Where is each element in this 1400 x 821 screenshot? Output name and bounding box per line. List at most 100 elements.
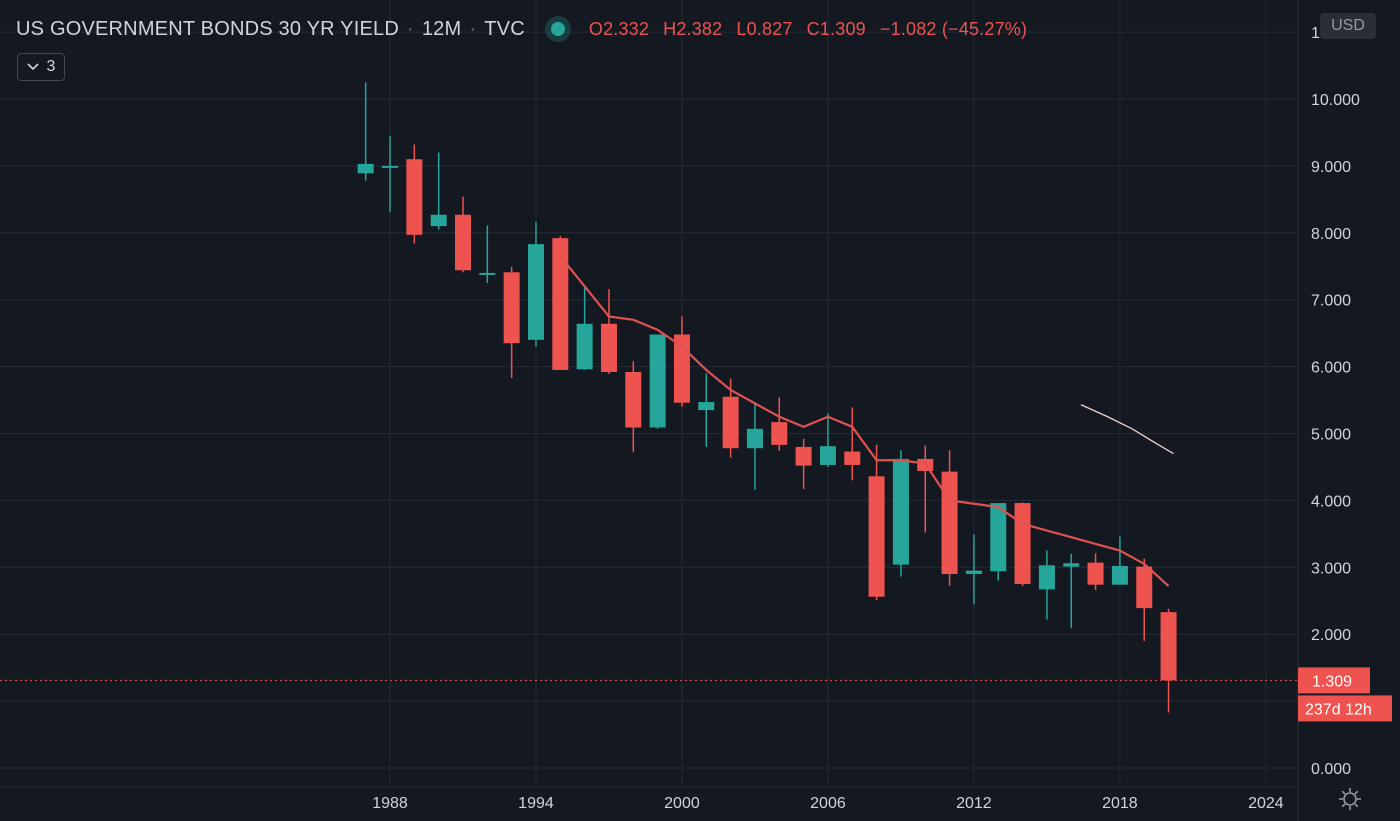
candle-body xyxy=(771,422,788,445)
open-value: 2.332 xyxy=(603,18,650,39)
symbol-title[interactable]: US GOVERNMENT BONDS 30 YR YIELD xyxy=(16,17,399,40)
candle-2005[interactable] xyxy=(795,438,812,490)
candle-2003[interactable] xyxy=(746,404,763,490)
price-markers: 1.309 237d 12h xyxy=(0,667,1392,722)
candle-body xyxy=(503,272,520,344)
y-tick-label: 6.000 xyxy=(1311,360,1351,377)
chart-header: US GOVERNMENT BONDS 30 YR YIELD · 12M · … xyxy=(16,14,1027,44)
candle-2012[interactable] xyxy=(965,534,982,605)
candle-body xyxy=(722,396,739,449)
candle-2002[interactable] xyxy=(722,378,739,458)
candle-body xyxy=(1063,563,1080,567)
candle-1996[interactable] xyxy=(576,286,593,370)
candle-2008[interactable] xyxy=(868,444,885,601)
separator-dot: · xyxy=(469,17,477,40)
candle-body xyxy=(552,238,569,370)
candle-1999[interactable] xyxy=(649,334,666,429)
high-value: 2.382 xyxy=(676,18,723,39)
candle-1997[interactable] xyxy=(600,288,617,374)
x-axis[interactable]: 1988 1994 2000 2006 2012 2018 2024 xyxy=(372,795,1284,812)
candle-2011[interactable] xyxy=(941,450,958,587)
x-tick-label: 1994 xyxy=(518,795,554,812)
y-tick-label: 0.000 xyxy=(1311,761,1351,778)
candle-2013[interactable] xyxy=(990,503,1007,581)
candle-body xyxy=(1136,566,1153,609)
chevron-down-icon xyxy=(26,63,39,71)
candle-2001[interactable] xyxy=(698,373,715,447)
grid-lines xyxy=(0,0,1298,787)
candle-1993[interactable] xyxy=(503,266,520,378)
last-price-label: 1.309 xyxy=(1312,673,1352,690)
candle-1990[interactable] xyxy=(430,152,447,230)
open-label: O xyxy=(588,18,604,39)
y-tick-label: 2.000 xyxy=(1311,627,1351,644)
candle-body xyxy=(941,471,958,574)
change-value: −1.082 (−45.27%) xyxy=(879,18,1028,39)
ohlc-values: O2.332 H2.382 L0.827 C1.309 −1.082 (−45.… xyxy=(589,19,1027,40)
interval-label[interactable]: 12M xyxy=(421,17,462,40)
candle-2016[interactable] xyxy=(1063,553,1080,629)
x-tick-label: 2000 xyxy=(664,795,700,812)
candle-2020[interactable] xyxy=(1160,608,1177,713)
y-tick-label: 5.000 xyxy=(1311,427,1351,444)
candle-2014[interactable] xyxy=(1014,502,1031,587)
candle-body xyxy=(649,334,666,428)
x-tick-label: 2012 xyxy=(956,795,992,812)
candle-body xyxy=(406,159,423,235)
y-tick-label: 4.000 xyxy=(1311,493,1351,510)
y-tick-label: 3.000 xyxy=(1311,560,1351,577)
candle-1991[interactable] xyxy=(454,196,471,273)
candle-2006[interactable] xyxy=(819,413,836,467)
candle-body xyxy=(479,272,496,275)
y-tick-label: 7.000 xyxy=(1311,293,1351,310)
candle-2007[interactable] xyxy=(844,407,861,481)
x-tick-label: 2006 xyxy=(810,795,846,812)
currency-badge[interactable]: USD xyxy=(1320,13,1376,39)
candle-2009[interactable] xyxy=(892,450,909,577)
candle-body xyxy=(1111,565,1128,585)
candle-body xyxy=(576,323,593,370)
candle-1989[interactable] xyxy=(406,144,423,244)
secondary-indicator-line[interactable] xyxy=(1080,404,1174,455)
gear-icon[interactable] xyxy=(1338,787,1362,811)
candle-1998[interactable] xyxy=(625,361,642,453)
candle-1995[interactable] xyxy=(552,236,569,370)
candle-2017[interactable] xyxy=(1087,553,1104,591)
low-label: L xyxy=(736,18,747,39)
candle-body xyxy=(795,446,812,466)
candle-body xyxy=(454,214,471,271)
candle-body xyxy=(868,476,885,597)
candle-body xyxy=(673,334,690,403)
y-tick-label: 8.000 xyxy=(1311,226,1351,243)
separator-dot: · xyxy=(406,17,414,40)
candle-body xyxy=(600,323,617,372)
candle-body xyxy=(357,163,374,174)
candle-body xyxy=(1014,503,1031,585)
indicator-toggle-button[interactable]: 3 xyxy=(17,53,65,81)
candle-1987[interactable] xyxy=(357,82,374,181)
y-tick-label: 9.000 xyxy=(1311,159,1351,176)
candle-2015[interactable] xyxy=(1038,550,1055,620)
candles-layer xyxy=(357,82,1177,713)
x-tick-label: 1988 xyxy=(372,795,408,812)
candle-2018[interactable] xyxy=(1111,536,1128,585)
indicator-count: 3 xyxy=(46,58,56,75)
y-axis[interactable]: 0.000 2.000 3.000 4.000 5.000 6.000 7.000 8.000… xyxy=(1311,25,1360,778)
candle-1988[interactable] xyxy=(382,135,398,213)
moving-average-line[interactable] xyxy=(559,255,1170,587)
candle-body xyxy=(1160,612,1177,681)
candle-body xyxy=(430,214,447,227)
candle-body xyxy=(698,402,715,411)
candle-1992[interactable] xyxy=(479,225,496,283)
candle-1994[interactable] xyxy=(527,222,544,347)
candle-2019[interactable] xyxy=(1136,558,1153,641)
source-label: TVC xyxy=(484,17,525,40)
close-label: C xyxy=(806,18,820,39)
candle-body xyxy=(746,428,763,449)
low-value: 0.827 xyxy=(746,18,793,39)
candle-body xyxy=(965,570,982,574)
candle-2004[interactable] xyxy=(771,397,788,451)
candle-body xyxy=(892,458,909,565)
